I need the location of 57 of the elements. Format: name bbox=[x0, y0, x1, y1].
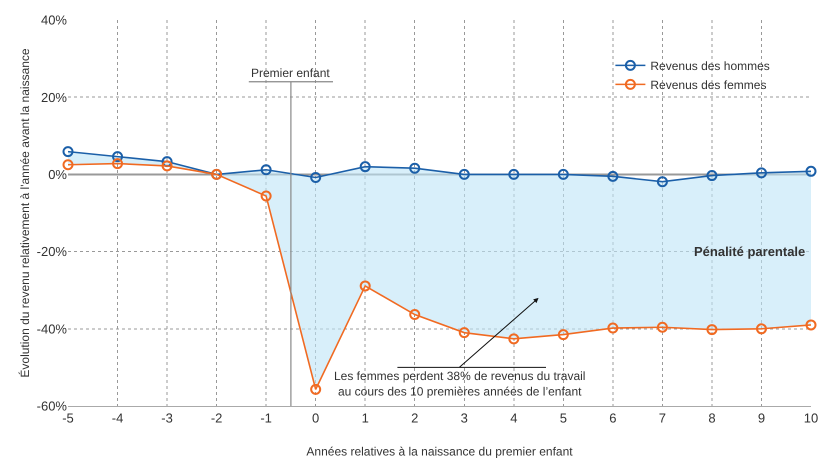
point bbox=[607, 322, 618, 334]
ref-line-label: Premier enfant bbox=[251, 66, 330, 80]
legend-label: Revenus des femmes bbox=[650, 78, 766, 92]
point bbox=[806, 319, 816, 330]
x-tick-label: -4 bbox=[112, 410, 124, 426]
point bbox=[756, 323, 767, 334]
point bbox=[162, 156, 173, 168]
point bbox=[756, 167, 767, 178]
point bbox=[260, 190, 272, 202]
point bbox=[260, 164, 272, 176]
point bbox=[558, 168, 569, 180]
x-tick-label: 8 bbox=[708, 410, 716, 426]
point bbox=[806, 166, 816, 177]
y-tick-label: 20% bbox=[40, 90, 68, 105]
point bbox=[409, 309, 420, 320]
x-tick-label: -1 bbox=[260, 410, 272, 426]
legend-label: Revenus des hommes bbox=[650, 59, 770, 74]
x-tick-label: 3 bbox=[460, 410, 468, 426]
point bbox=[360, 280, 371, 292]
y-tick-label: -40% bbox=[36, 321, 68, 336]
point bbox=[409, 162, 420, 174]
point bbox=[558, 329, 569, 340]
x-tick-label: 5 bbox=[560, 410, 567, 426]
y-tick-label: 0% bbox=[48, 166, 68, 182]
x-tick-label: 4 bbox=[510, 410, 518, 426]
x-tick-label: 6 bbox=[609, 410, 616, 426]
x-tick-label: 1 bbox=[362, 410, 369, 426]
x-tick-label: 9 bbox=[758, 410, 766, 426]
x-tick-label: 7 bbox=[658, 410, 666, 426]
point bbox=[706, 324, 718, 336]
y-tick-label: -20% bbox=[36, 244, 68, 260]
point bbox=[62, 146, 74, 158]
y-tick-label: 40% bbox=[40, 12, 68, 28]
point bbox=[607, 170, 618, 182]
x-tick-label: 0 bbox=[312, 410, 320, 426]
y-axis-title: Évolution du revenu relativement à l'année avant la naissance bbox=[18, 48, 32, 378]
x-tick-label: -2 bbox=[210, 410, 222, 426]
x-axis-title: Années relatives à la naissance du premier enfant bbox=[306, 444, 574, 458]
point bbox=[458, 327, 470, 338]
point bbox=[112, 151, 124, 162]
point bbox=[458, 168, 470, 180]
point bbox=[310, 172, 322, 183]
annotation: Pénalité parentale bbox=[694, 244, 806, 259]
point bbox=[162, 160, 173, 172]
point bbox=[508, 168, 520, 180]
annotation: Les femmes perdent 38% de revenus du travail au cours des 10 premières années de l’enfant bbox=[334, 369, 586, 399]
point bbox=[656, 322, 668, 333]
point bbox=[656, 176, 668, 188]
point bbox=[706, 170, 718, 182]
point bbox=[508, 333, 520, 344]
point bbox=[360, 161, 371, 172]
x-tick-label: -3 bbox=[161, 410, 173, 426]
point bbox=[112, 158, 124, 170]
point bbox=[62, 159, 74, 170]
x-tick-label: 10 bbox=[804, 410, 818, 426]
point bbox=[310, 384, 322, 395]
x-tick-label: 2 bbox=[411, 410, 418, 426]
